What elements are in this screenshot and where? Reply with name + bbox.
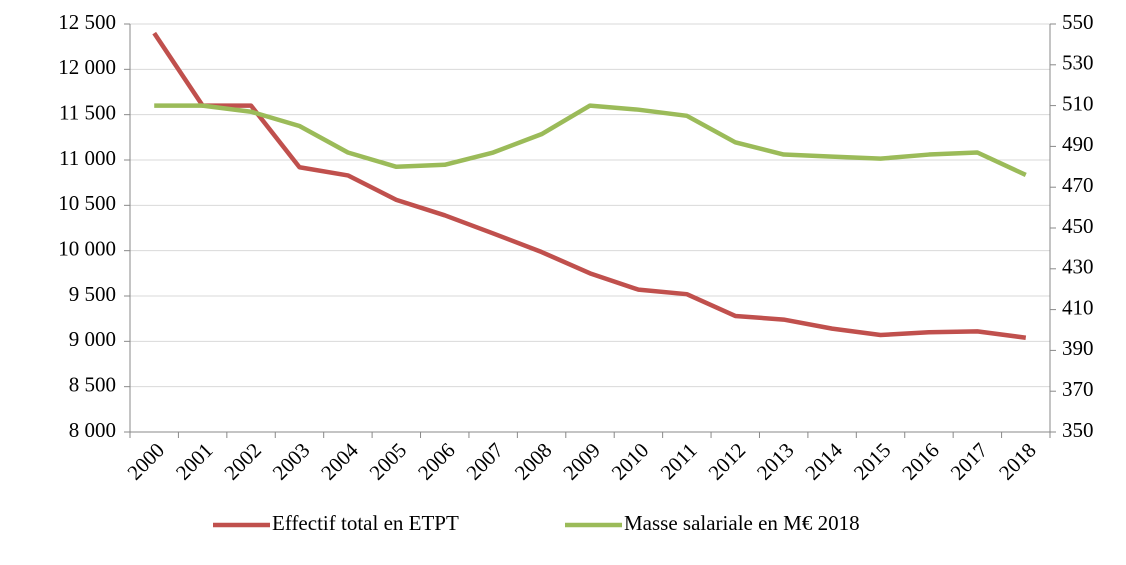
y2-tick-label: 530 bbox=[1062, 51, 1094, 75]
y2-tick-label: 550 bbox=[1062, 10, 1094, 34]
y2-tick-label: 390 bbox=[1062, 336, 1094, 360]
y-tick-label: 9 000 bbox=[69, 327, 116, 351]
legend-label: Effectif total en ETPT bbox=[272, 511, 459, 535]
x-tick-label: 2011 bbox=[656, 438, 702, 484]
x-tick-label: 2005 bbox=[365, 438, 412, 485]
y-tick-label: 8 500 bbox=[69, 372, 116, 396]
x-tick-label: 2006 bbox=[413, 438, 460, 485]
x-tick-label: 2015 bbox=[849, 438, 896, 485]
x-tick-label: 2016 bbox=[897, 438, 944, 485]
x-tick-label: 2001 bbox=[171, 438, 218, 485]
x-tick-label: 2000 bbox=[122, 438, 169, 485]
y-tick-label: 8 000 bbox=[69, 418, 116, 442]
x-tick-label: 2007 bbox=[461, 438, 508, 485]
x-tick-label: 2003 bbox=[268, 438, 315, 485]
x-tick-label: 2002 bbox=[219, 438, 266, 485]
x-tick-label: 2013 bbox=[752, 438, 799, 485]
x-tick-label: 2017 bbox=[946, 438, 993, 485]
series-line bbox=[152, 31, 1027, 340]
x-tick-label: 2009 bbox=[558, 438, 605, 485]
y-tick-label: 10 000 bbox=[58, 236, 116, 260]
y-tick-label: 11 500 bbox=[59, 100, 116, 124]
x-tick-label: 2012 bbox=[704, 438, 751, 485]
y-tick-label: 12 500 bbox=[58, 10, 116, 34]
y2-tick-label: 370 bbox=[1062, 377, 1094, 401]
y2-tick-label: 490 bbox=[1062, 132, 1094, 156]
x-tick-label: 2004 bbox=[316, 438, 363, 485]
y2-tick-label: 430 bbox=[1062, 255, 1094, 279]
y-tick-label: 10 500 bbox=[58, 191, 116, 215]
legend-label: Masse salariale en M€ 2018 bbox=[624, 511, 860, 535]
x-tick-label: 2014 bbox=[800, 438, 847, 485]
x-tick-label: 2018 bbox=[994, 438, 1041, 485]
y2-tick-label: 450 bbox=[1062, 214, 1094, 238]
x-tick-label: 2010 bbox=[607, 438, 654, 485]
y-tick-label: 12 000 bbox=[58, 55, 116, 79]
y2-tick-label: 410 bbox=[1062, 295, 1094, 319]
y-tick-label: 9 500 bbox=[69, 282, 116, 306]
y2-tick-label: 510 bbox=[1062, 91, 1094, 115]
y-tick-label: 11 000 bbox=[59, 146, 116, 170]
y2-tick-label: 470 bbox=[1062, 173, 1094, 197]
series-line bbox=[154, 103, 1027, 178]
x-tick-label: 2008 bbox=[510, 438, 557, 485]
y2-tick-label: 350 bbox=[1062, 418, 1094, 442]
